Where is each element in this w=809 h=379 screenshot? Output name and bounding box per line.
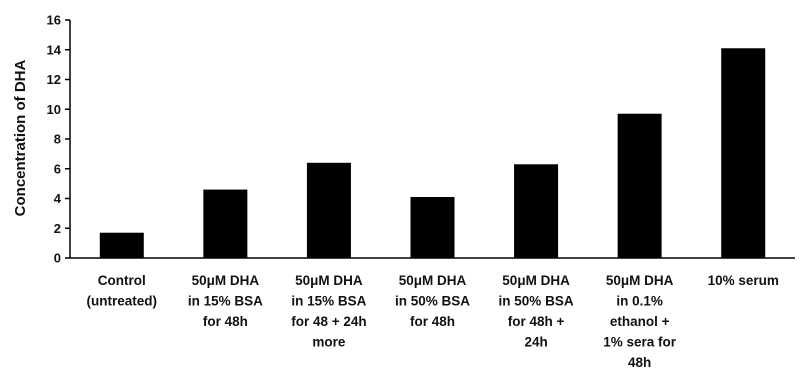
y-axis-title: Concentration of DHA [12, 60, 29, 217]
x-category-label-line: 50μM DHA [606, 273, 674, 288]
x-category-label-line: for 48h [203, 314, 248, 329]
x-category-label: 50μM DHA in 50% BSA for 48h + 24h [499, 273, 574, 350]
x-category-label-line: in 0.1% [616, 294, 663, 309]
x-category-label-line: ethanol + [610, 314, 670, 329]
x-category-label-line: for 48h + [508, 314, 565, 329]
bar [306, 162, 351, 258]
x-category-label-line: in 50% BSA [499, 294, 574, 309]
y-axis-ticks: 0 2 4 6 8 10 12 14 16 [47, 13, 70, 266]
x-category-label-line: 1% sera for [603, 335, 677, 350]
x-category-label-line: more [312, 335, 346, 350]
x-category-label-line: in 15% BSA [188, 294, 263, 309]
bar [514, 164, 559, 258]
bar [410, 197, 455, 258]
x-category-label: 10% serum [708, 273, 779, 288]
x-category-label-line: for 48 + 24h [291, 314, 366, 329]
bar [99, 232, 144, 258]
y-tick-label: 14 [47, 42, 62, 57]
x-category-label-line: 50μM DHA [192, 273, 260, 288]
y-tick-label: 2 [54, 221, 61, 236]
bar [203, 189, 248, 258]
x-category-label-line: 10% serum [708, 273, 779, 288]
x-category-label: 50μM DHA in 50% BSA for 48h [395, 273, 470, 329]
y-tick-label: 4 [54, 191, 62, 206]
x-category-label-line: 50μM DHA [399, 273, 467, 288]
y-tick-label: 0 [54, 251, 61, 266]
y-tick-label: 12 [47, 72, 61, 87]
x-category-label-line: 48h [628, 355, 651, 370]
bar [721, 48, 766, 259]
x-category-label-line: in 15% BSA [291, 294, 366, 309]
x-category-label-line: 50μM DHA [502, 273, 570, 288]
y-tick-label: 16 [47, 13, 61, 28]
x-category-label-line: 24h [524, 335, 547, 350]
bar [617, 113, 662, 259]
x-category-label-line: for 48h [410, 314, 455, 329]
y-tick-label: 6 [54, 161, 61, 176]
y-tick-label: 8 [54, 132, 61, 147]
x-category-label: 50μM DHA in 0.1% ethanol + 1% sera for 48h [603, 273, 677, 370]
x-category-label-line: (untreated) [87, 294, 158, 309]
x-category-label-line: Control [98, 273, 146, 288]
x-category-label-line: 50μM DHA [295, 273, 363, 288]
x-category-label: 50μM DHA in 15% BSA for 48 + 24h more [291, 273, 366, 350]
x-category-label: Control (untreated) [87, 273, 158, 309]
x-category-label: 50μM DHA in 15% BSA for 48h [188, 273, 263, 329]
bars [99, 48, 766, 259]
y-tick-label: 10 [47, 102, 61, 117]
x-category-label-line: in 50% BSA [395, 294, 470, 309]
x-axis-category-labels: Control (untreated) 50μM DHA in 15% BSA for … [87, 273, 779, 370]
